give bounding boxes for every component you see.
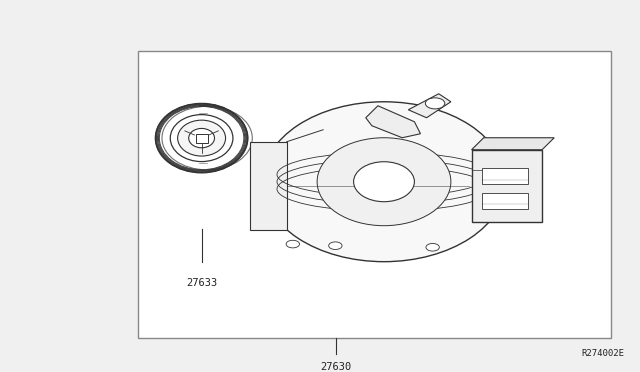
Bar	[138, 51, 611, 338]
Ellipse shape	[262, 102, 506, 262]
Polygon shape	[408, 94, 451, 118]
Circle shape	[426, 98, 445, 109]
Polygon shape	[472, 138, 554, 150]
Ellipse shape	[189, 128, 214, 148]
Circle shape	[329, 242, 342, 250]
FancyBboxPatch shape	[196, 134, 207, 142]
Ellipse shape	[317, 138, 451, 226]
Circle shape	[426, 244, 439, 251]
Text: 27630: 27630	[321, 362, 351, 372]
Ellipse shape	[354, 162, 415, 202]
FancyBboxPatch shape	[250, 142, 287, 230]
Bar	[482, 193, 528, 209]
Ellipse shape	[178, 120, 225, 156]
Bar	[472, 150, 542, 222]
Bar	[482, 169, 528, 184]
Circle shape	[286, 240, 300, 248]
Polygon shape	[366, 106, 420, 138]
Text: 27633: 27633	[186, 278, 217, 288]
Text: R274002E: R274002E	[581, 349, 624, 358]
